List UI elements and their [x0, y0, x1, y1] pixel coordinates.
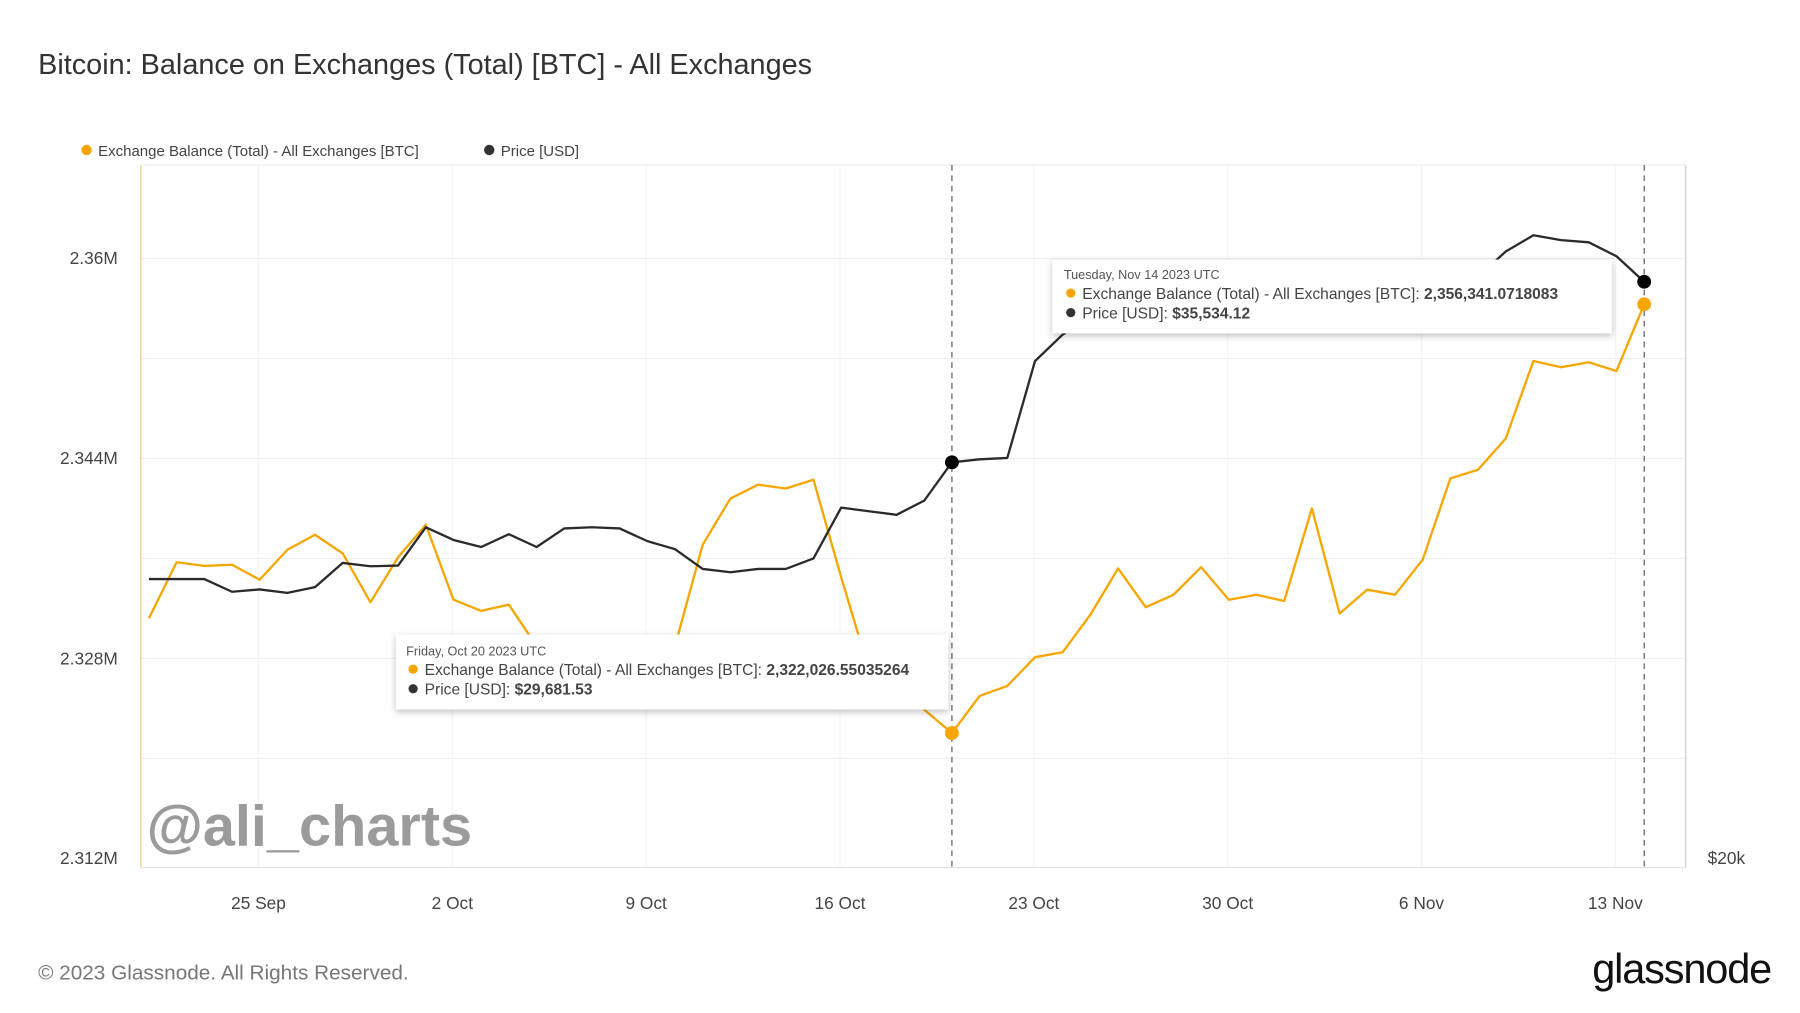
watermark: @ali_charts — [147, 795, 473, 859]
tooltip-box — [1052, 259, 1612, 334]
glassnode-logo: glassnode — [1592, 945, 1771, 992]
tooltip-balance-value: 2,356,341.0718083 — [1424, 286, 1558, 303]
hover-dot-price — [1637, 274, 1652, 289]
tooltip-price-value: $35,534.12 — [1172, 305, 1250, 322]
x-axis: 25 Sep 2 Oct 9 Oct 16 Oct 23 Oct 30 Oct 6 Nov 1… — [231, 893, 1643, 913]
tooltip-oct-20: Friday, Oct 20 2023 UTC Exchange Balance… — [395, 634, 949, 710]
y-tick-label: 2.344M — [60, 448, 118, 468]
x-tick-label: 16 Oct — [815, 893, 866, 913]
hover-dot-price — [944, 455, 959, 470]
copyright: © 2023 Glassnode. All Rights Reserved. — [38, 962, 409, 985]
y-axis-left: 2.312M 2.328M 2.344M 2.36M — [60, 248, 118, 868]
y-tick-label: 2.328M — [60, 649, 118, 669]
x-tick-label: 13 Nov — [1588, 893, 1643, 913]
tooltip-price-label: Price [USD]: — [1082, 305, 1172, 322]
tooltip-box — [395, 634, 949, 710]
legend-dot-price — [484, 144, 495, 156]
legend: Exchange Balance (Total) - All Exchanges… — [81, 143, 579, 160]
tooltip-balance-value: 2,322,026.55035264 — [766, 662, 909, 679]
y-tick-label: 2.312M — [60, 848, 118, 868]
y-tick-label: 2.36M — [70, 248, 118, 268]
hover-dot-balance — [1637, 297, 1652, 312]
chart-title: Bitcoin: Balance on Exchanges (Total) [B… — [38, 49, 812, 81]
hover-markers — [944, 274, 1652, 741]
x-tick-label: 6 Nov — [1399, 893, 1445, 913]
tooltip-price-value: $29,681.53 — [515, 682, 593, 699]
tooltip-balance-row: Exchange Balance (Total) - All Exchanges… — [425, 662, 910, 679]
tooltip-balance-label: Exchange Balance (Total) - All Exchanges… — [1082, 286, 1424, 303]
x-tick-label: 25 Sep — [231, 893, 286, 913]
x-tick-label: 23 Oct — [1008, 893, 1059, 913]
legend-item-balance[interactable]: Exchange Balance (Total) - All Exchanges… — [81, 143, 419, 160]
tooltip-dot-balance — [408, 664, 418, 674]
tooltip-nov-14: Tuesday, Nov 14 2023 UTC Exchange Balanc… — [1052, 259, 1612, 334]
x-tick-label: 30 Oct — [1202, 893, 1253, 913]
y-right-tick-label: $20k — [1708, 848, 1746, 868]
tooltip-date: Friday, Oct 20 2023 UTC — [406, 644, 546, 658]
tooltip-balance-label: Exchange Balance (Total) - All Exchanges… — [425, 662, 767, 679]
legend-dot-balance — [81, 144, 92, 156]
legend-label-balance: Exchange Balance (Total) - All Exchanges… — [98, 143, 419, 160]
tooltip-balance-row: Exchange Balance (Total) - All Exchanges… — [1082, 286, 1558, 303]
x-tick-label: 9 Oct — [626, 893, 668, 913]
tooltip-date: Tuesday, Nov 14 2023 UTC — [1064, 268, 1220, 282]
tooltip-dot-balance — [1066, 288, 1076, 298]
tooltip-dot-price — [408, 684, 418, 694]
tooltip-dot-price — [1066, 308, 1076, 318]
tooltip-price-row: Price [USD]: $35,534.12 — [1082, 305, 1250, 322]
hover-dot-balance — [944, 726, 959, 741]
legend-label-price: Price [USD] — [501, 143, 579, 160]
tooltip-price-label: Price [USD]: — [425, 682, 515, 699]
tooltip-price-row: Price [USD]: $29,681.53 — [425, 682, 593, 699]
legend-item-price[interactable]: Price [USD] — [484, 143, 579, 160]
x-tick-label: 2 Oct — [432, 893, 474, 913]
